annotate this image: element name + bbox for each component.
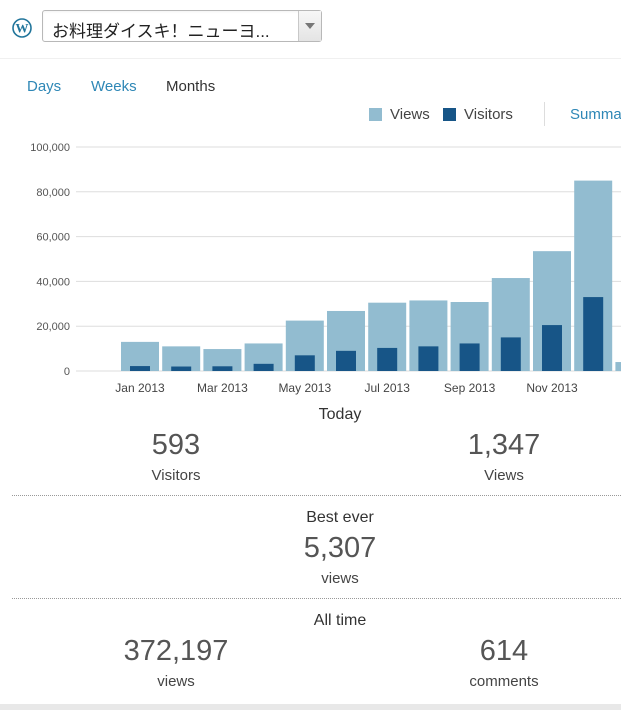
all-time-views-label: views: [157, 673, 195, 690]
visitors-bar: [377, 347, 398, 371]
site-selector-label: お料理ダイスキ！ニューヨ...: [52, 22, 270, 41]
site-selector-arrow[interactable]: [298, 11, 321, 41]
section-divider: [12, 598, 621, 599]
summary-link[interactable]: Summa: [570, 106, 621, 123]
site-selector[interactable]: お料理ダイスキ！ニューヨ...: [42, 10, 322, 42]
all-time-comments-label: comments: [469, 673, 539, 690]
visitors-bar: [500, 337, 521, 371]
y-tick-label: 100,000: [30, 142, 70, 154]
tab-months[interactable]: Months: [166, 78, 216, 95]
today-visitors-value: 593: [151, 429, 201, 461]
visitors-bar: [459, 343, 480, 371]
chevron-down-icon: [305, 23, 315, 29]
visitors-bar: [583, 297, 604, 371]
legend-divider: [544, 102, 545, 126]
wordpress-logo-icon: W: [12, 18, 32, 38]
y-tick-label: 80,000: [36, 187, 70, 199]
legend-visitors: Visitors: [464, 106, 513, 123]
section-divider: [12, 495, 621, 496]
visitors-bar: [294, 355, 315, 371]
bottom-border: [0, 704, 621, 710]
y-tick-label: 20,000: [36, 321, 70, 333]
y-tick-label: 60,000: [36, 232, 70, 244]
tab-weeks[interactable]: Weeks: [91, 78, 137, 95]
legend-views: Views: [390, 106, 430, 123]
x-tick-label: Jan 2013: [115, 381, 165, 395]
views-bar: [615, 362, 621, 371]
x-tick-label: Mar 2013: [197, 381, 248, 395]
all-time-title: All time: [313, 612, 367, 629]
views-swatch: [369, 108, 382, 121]
visitors-bar: [130, 366, 150, 371]
today-views-label: Views: [484, 467, 524, 484]
visitors-bar: [418, 346, 439, 371]
svg-text:W: W: [16, 21, 29, 36]
x-tick-label: Nov 2013: [526, 381, 578, 395]
visitors-bar: [212, 366, 233, 371]
stats-chart: 0 20,000 40,000 60,000 80,000 100,000 Jan 2013…: [30, 142, 621, 395]
x-tick-label: Jul 2013: [365, 381, 411, 395]
today-title: Today: [318, 406, 362, 423]
header-divider: [0, 58, 621, 59]
tab-days[interactable]: Days: [27, 78, 62, 95]
all-time-views-value: 372,197: [123, 635, 229, 667]
visitors-bar: [171, 366, 192, 371]
x-tick-label: Sep 2013: [444, 381, 496, 395]
y-tick-label: 0: [64, 366, 70, 378]
chart-legend: Views Visitors Summa: [0, 102, 621, 126]
y-tick-label: 40,000: [36, 276, 70, 288]
today-visitors-label: Visitors: [151, 467, 201, 484]
best-ever-label: views: [321, 570, 359, 587]
best-ever-value: 5,307: [303, 532, 377, 564]
top-bar: W お料理ダイスキ！ニューヨ...: [0, 0, 621, 58]
best-ever-title: Best ever: [306, 509, 374, 526]
today-views-value: 1,347: [467, 429, 541, 461]
visitors-bar: [542, 325, 562, 371]
visitors-bar: [336, 350, 356, 371]
all-time-comments-value: 614: [479, 635, 529, 667]
visitors-swatch: [443, 108, 456, 121]
visitors-bar: [253, 363, 274, 371]
views-bar: [203, 349, 242, 371]
x-tick-label: May 2013: [278, 381, 331, 395]
